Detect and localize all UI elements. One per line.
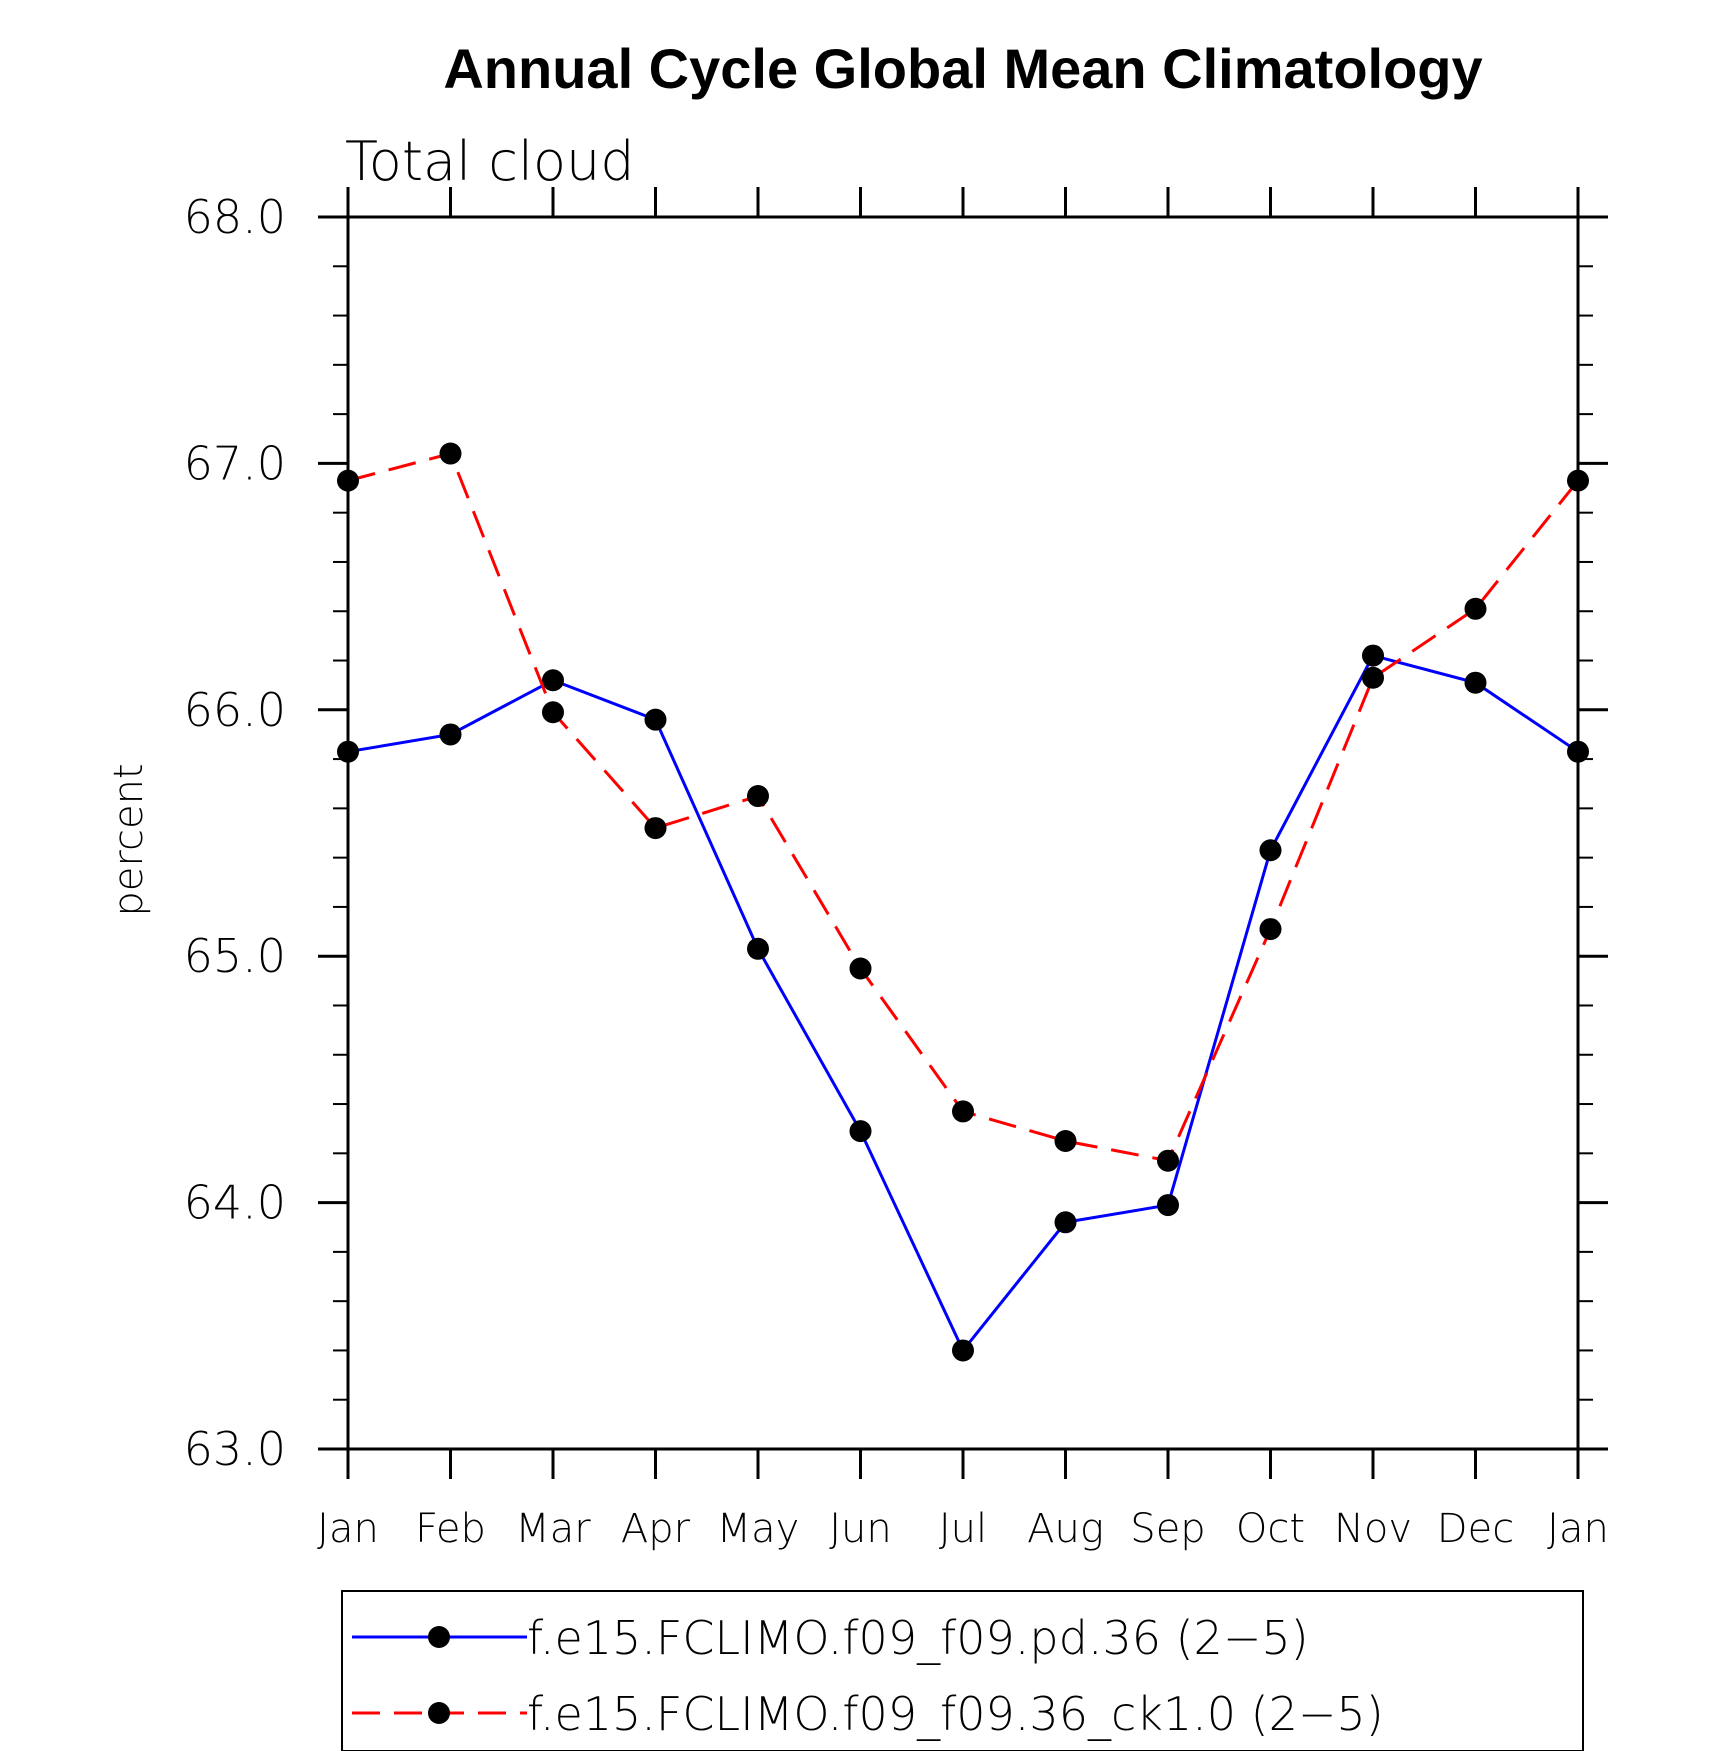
data-point [849, 1120, 872, 1143]
x-tick-label: Jun [829, 1506, 892, 1552]
data-point [542, 669, 564, 692]
x-tick-label: Mar [515, 1506, 591, 1552]
legend-label: f.e15.FCLIMO.f09_f09.36_ck1.0 (2−5) [527, 1687, 1384, 1741]
data-point [439, 442, 462, 465]
x-tick-label: Aug [1027, 1506, 1104, 1552]
x-tick-label: Jul [939, 1506, 987, 1552]
x-tick-label: Nov [1334, 1506, 1412, 1552]
data-point [337, 469, 359, 492]
x-tick-label: Jan [1547, 1506, 1609, 1552]
data-point [644, 817, 667, 840]
y-tick-label: 68.0 [184, 190, 286, 244]
data-point [747, 785, 769, 808]
series-line [347, 653, 1579, 1354]
legend-box [341, 1590, 1584, 1751]
series-group [337, 442, 1589, 1172]
legend-entries: f.e15.FCLIMO.f09_f09.pd.36 (2−5) f.e15.FC… [352, 1611, 1384, 1741]
data-point [1464, 671, 1487, 694]
x-tick-label: Sep [1130, 1506, 1205, 1552]
chart-title: Annual Cycle Global Mean Climatology [443, 37, 1482, 100]
data-point [1259, 839, 1282, 862]
data-point [337, 740, 359, 763]
y-tick-label: 67.0 [184, 436, 286, 490]
data-point [1157, 1149, 1179, 1172]
x-tick-label: Oct [1236, 1506, 1305, 1552]
y-tick-labels: 63.0 64.0 65.0 66.0 67.0 68.0 [184, 190, 286, 1476]
legend: f.e15.FCLIMO.f09_f09.pd.36 (2−5) f.e15.FC… [341, 1590, 1584, 1751]
data-point [542, 701, 564, 724]
data-point [1259, 918, 1282, 941]
legend-marker [428, 1702, 450, 1724]
x-tick-labels: Jan Feb Mar Apr May Jun Jul Aug Sep Oct Nov Dec Jan [317, 1506, 1609, 1552]
plot-frame [346, 215, 1580, 1451]
data-point [1157, 1194, 1179, 1217]
axis-ticks [318, 187, 1608, 1479]
x-tick-label: Dec [1437, 1506, 1514, 1552]
data-point [1054, 1130, 1077, 1152]
data-point [849, 957, 872, 980]
data-point [1567, 740, 1589, 763]
data-point [1362, 644, 1384, 667]
data-point [1054, 1211, 1077, 1234]
data-point [1464, 597, 1487, 620]
y-axis-label: percent [106, 763, 152, 916]
x-tick-label: Apr [621, 1506, 691, 1552]
data-point [747, 937, 769, 960]
x-tick-label: May [717, 1506, 800, 1552]
series-layer [337, 442, 1589, 1362]
legend-entry: f.e15.FCLIMO.f09_f09.pd.36 (2−5) [352, 1611, 1309, 1665]
data-point [1567, 469, 1589, 492]
y-tick-label: 64.0 [184, 1176, 286, 1230]
y-tick-label: 63.0 [184, 1422, 286, 1476]
data-point [1362, 666, 1384, 689]
chart-subtitle: Total cloud [345, 130, 635, 193]
series-group [337, 644, 1589, 1362]
legend-label: f.e15.FCLIMO.f09_f09.pd.36 (2−5) [527, 1611, 1309, 1665]
series-line [347, 451, 1580, 1163]
legend-entry: f.e15.FCLIMO.f09_f09.36_ck1.0 (2−5) [352, 1687, 1384, 1741]
data-point [439, 723, 462, 746]
data-point [952, 1100, 974, 1123]
y-tick-label: 66.0 [184, 683, 286, 737]
x-tick-label: Jan [317, 1506, 379, 1552]
y-tick-label: 65.0 [184, 929, 286, 983]
legend-marker [428, 1626, 450, 1648]
x-tick-label: Feb [415, 1506, 486, 1552]
data-point [644, 708, 667, 731]
data-point [952, 1339, 974, 1362]
